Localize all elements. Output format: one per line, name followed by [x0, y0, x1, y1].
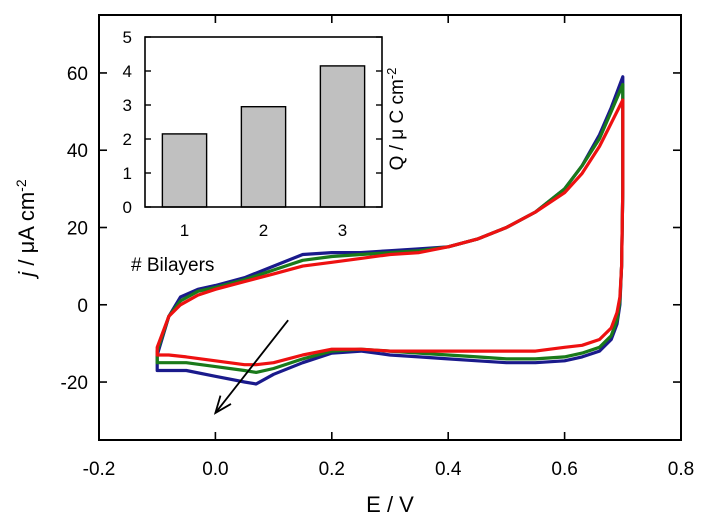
x-tick-label: 0.8: [668, 459, 694, 480]
y-axis-title-sup: -2: [13, 179, 29, 192]
inset-y-tick-label: 3: [123, 96, 132, 115]
y-axis-title-italic: j: [14, 271, 39, 280]
inset-x-tick-label: 1: [180, 221, 189, 240]
inset-bar: [240, 105, 287, 208]
inset-y-tick-label: 5: [123, 28, 132, 47]
main-series-group: [155, 75, 625, 386]
inset-frame: [144, 36, 383, 208]
y-tick-label: 0: [77, 296, 88, 317]
inset-ticks: 1 2 3 0 1 2 3 4 5: [123, 28, 382, 240]
inset-y-axis-title-main: Q / μ C cm: [387, 79, 408, 170]
x-tick-label: 0.2: [319, 459, 345, 480]
x-tick-label: 0.6: [551, 459, 577, 480]
x-axis-title: E / V: [366, 492, 414, 517]
y-tick-label: 40: [67, 141, 88, 162]
x-tick-label: 0.4: [435, 459, 462, 480]
inset-x-tick-label: 3: [338, 221, 347, 240]
y-tick-label: -20: [61, 373, 88, 394]
inset-y-axis-title-sup: -2: [384, 68, 399, 80]
inset-bars: [161, 65, 366, 208]
y-tick-label: 20: [67, 219, 88, 240]
inset-y-axis-title: Q / μ C cm-2: [384, 68, 408, 171]
y-axis-title-rest: / μA cm: [14, 192, 39, 272]
inset-y-tick-label: 4: [123, 62, 132, 81]
x-tick-label: -0.2: [83, 459, 116, 480]
inset-y-tick-label: 1: [123, 164, 132, 183]
inset-bar: [161, 133, 208, 208]
arrow-shaft: [214, 319, 289, 414]
inset-bar-chart: 1 2 3 0 1 2 3 4 5 # Bilayers Q / μ C cm-2: [123, 28, 408, 276]
sweep-arrow: [213, 319, 289, 415]
inset-x-tick-label: 2: [259, 221, 268, 240]
inset-bar: [319, 65, 366, 208]
cv-series-3: [155, 98, 625, 367]
arrow-head: [213, 395, 232, 415]
inset-y-tick-label: 0: [123, 198, 132, 217]
inset-y-tick-label: 2: [123, 130, 132, 149]
y-axis-title: j / μA cm-2: [13, 179, 39, 279]
x-tick-label: 0.0: [202, 459, 228, 480]
inset-x-axis-title: # Bilayers: [131, 255, 214, 276]
y-tick-label: 60: [67, 64, 88, 85]
